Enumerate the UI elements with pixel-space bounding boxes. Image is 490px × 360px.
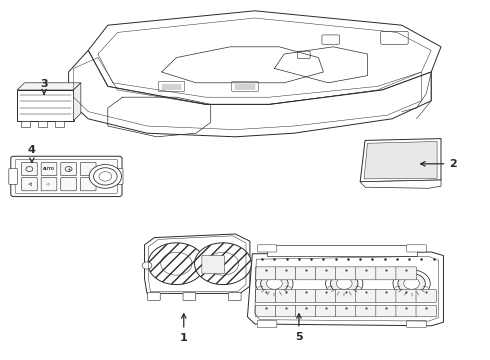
Polygon shape [364, 141, 437, 179]
FancyBboxPatch shape [407, 320, 426, 328]
Text: 5: 5 [295, 314, 303, 342]
Polygon shape [360, 180, 441, 188]
FancyBboxPatch shape [376, 289, 396, 302]
Circle shape [142, 262, 152, 269]
FancyBboxPatch shape [80, 177, 96, 191]
FancyBboxPatch shape [9, 168, 18, 184]
FancyBboxPatch shape [295, 289, 316, 302]
Circle shape [256, 270, 293, 297]
FancyBboxPatch shape [295, 305, 316, 317]
FancyBboxPatch shape [257, 245, 277, 252]
FancyBboxPatch shape [356, 267, 376, 280]
Circle shape [325, 270, 363, 297]
FancyBboxPatch shape [336, 289, 356, 302]
Polygon shape [88, 11, 441, 104]
FancyBboxPatch shape [255, 305, 276, 317]
FancyBboxPatch shape [376, 305, 396, 317]
FancyBboxPatch shape [396, 267, 416, 280]
Circle shape [330, 274, 358, 293]
Circle shape [261, 274, 288, 293]
FancyBboxPatch shape [295, 267, 316, 280]
FancyBboxPatch shape [61, 162, 76, 176]
Polygon shape [247, 252, 443, 326]
Text: AUTO: AUTO [43, 167, 55, 171]
Text: 4: 4 [28, 145, 36, 162]
Circle shape [393, 270, 430, 297]
FancyBboxPatch shape [396, 289, 416, 302]
FancyBboxPatch shape [416, 305, 437, 317]
Polygon shape [360, 139, 441, 182]
FancyBboxPatch shape [416, 289, 437, 302]
FancyBboxPatch shape [316, 305, 336, 317]
Text: 2: 2 [421, 159, 457, 169]
Polygon shape [148, 243, 205, 284]
Circle shape [267, 278, 282, 289]
FancyBboxPatch shape [257, 320, 277, 328]
FancyBboxPatch shape [255, 289, 276, 302]
FancyBboxPatch shape [228, 293, 241, 301]
FancyBboxPatch shape [80, 162, 96, 176]
FancyBboxPatch shape [147, 293, 160, 301]
Polygon shape [69, 50, 431, 137]
FancyBboxPatch shape [275, 305, 296, 317]
Polygon shape [195, 243, 251, 284]
FancyBboxPatch shape [356, 289, 376, 302]
Circle shape [89, 165, 122, 188]
FancyBboxPatch shape [396, 305, 416, 317]
Polygon shape [17, 90, 74, 121]
FancyBboxPatch shape [316, 289, 336, 302]
FancyBboxPatch shape [41, 177, 57, 191]
Bar [55, 121, 64, 127]
FancyBboxPatch shape [275, 289, 296, 302]
Text: +: + [66, 167, 71, 171]
Text: ⊲: ⊲ [27, 182, 32, 186]
Text: ◁▷: ◁▷ [46, 182, 52, 186]
Polygon shape [17, 83, 81, 90]
FancyBboxPatch shape [202, 256, 224, 274]
FancyBboxPatch shape [11, 156, 122, 197]
FancyBboxPatch shape [407, 245, 426, 252]
FancyBboxPatch shape [336, 267, 356, 280]
FancyBboxPatch shape [275, 267, 296, 280]
FancyBboxPatch shape [356, 305, 376, 317]
FancyBboxPatch shape [336, 305, 356, 317]
FancyBboxPatch shape [22, 177, 37, 191]
Polygon shape [267, 245, 416, 256]
Polygon shape [74, 83, 81, 121]
Circle shape [398, 274, 425, 293]
FancyBboxPatch shape [61, 177, 76, 191]
FancyBboxPatch shape [255, 267, 276, 280]
Bar [38, 121, 47, 127]
Text: 3: 3 [40, 78, 48, 94]
Circle shape [404, 278, 419, 289]
FancyBboxPatch shape [41, 162, 57, 176]
FancyBboxPatch shape [114, 168, 123, 184]
FancyBboxPatch shape [316, 267, 336, 280]
FancyBboxPatch shape [376, 267, 396, 280]
Circle shape [336, 278, 352, 289]
FancyBboxPatch shape [22, 162, 37, 176]
Polygon shape [145, 234, 250, 293]
Bar [21, 121, 30, 127]
Text: 1: 1 [180, 314, 188, 343]
FancyBboxPatch shape [183, 293, 196, 301]
